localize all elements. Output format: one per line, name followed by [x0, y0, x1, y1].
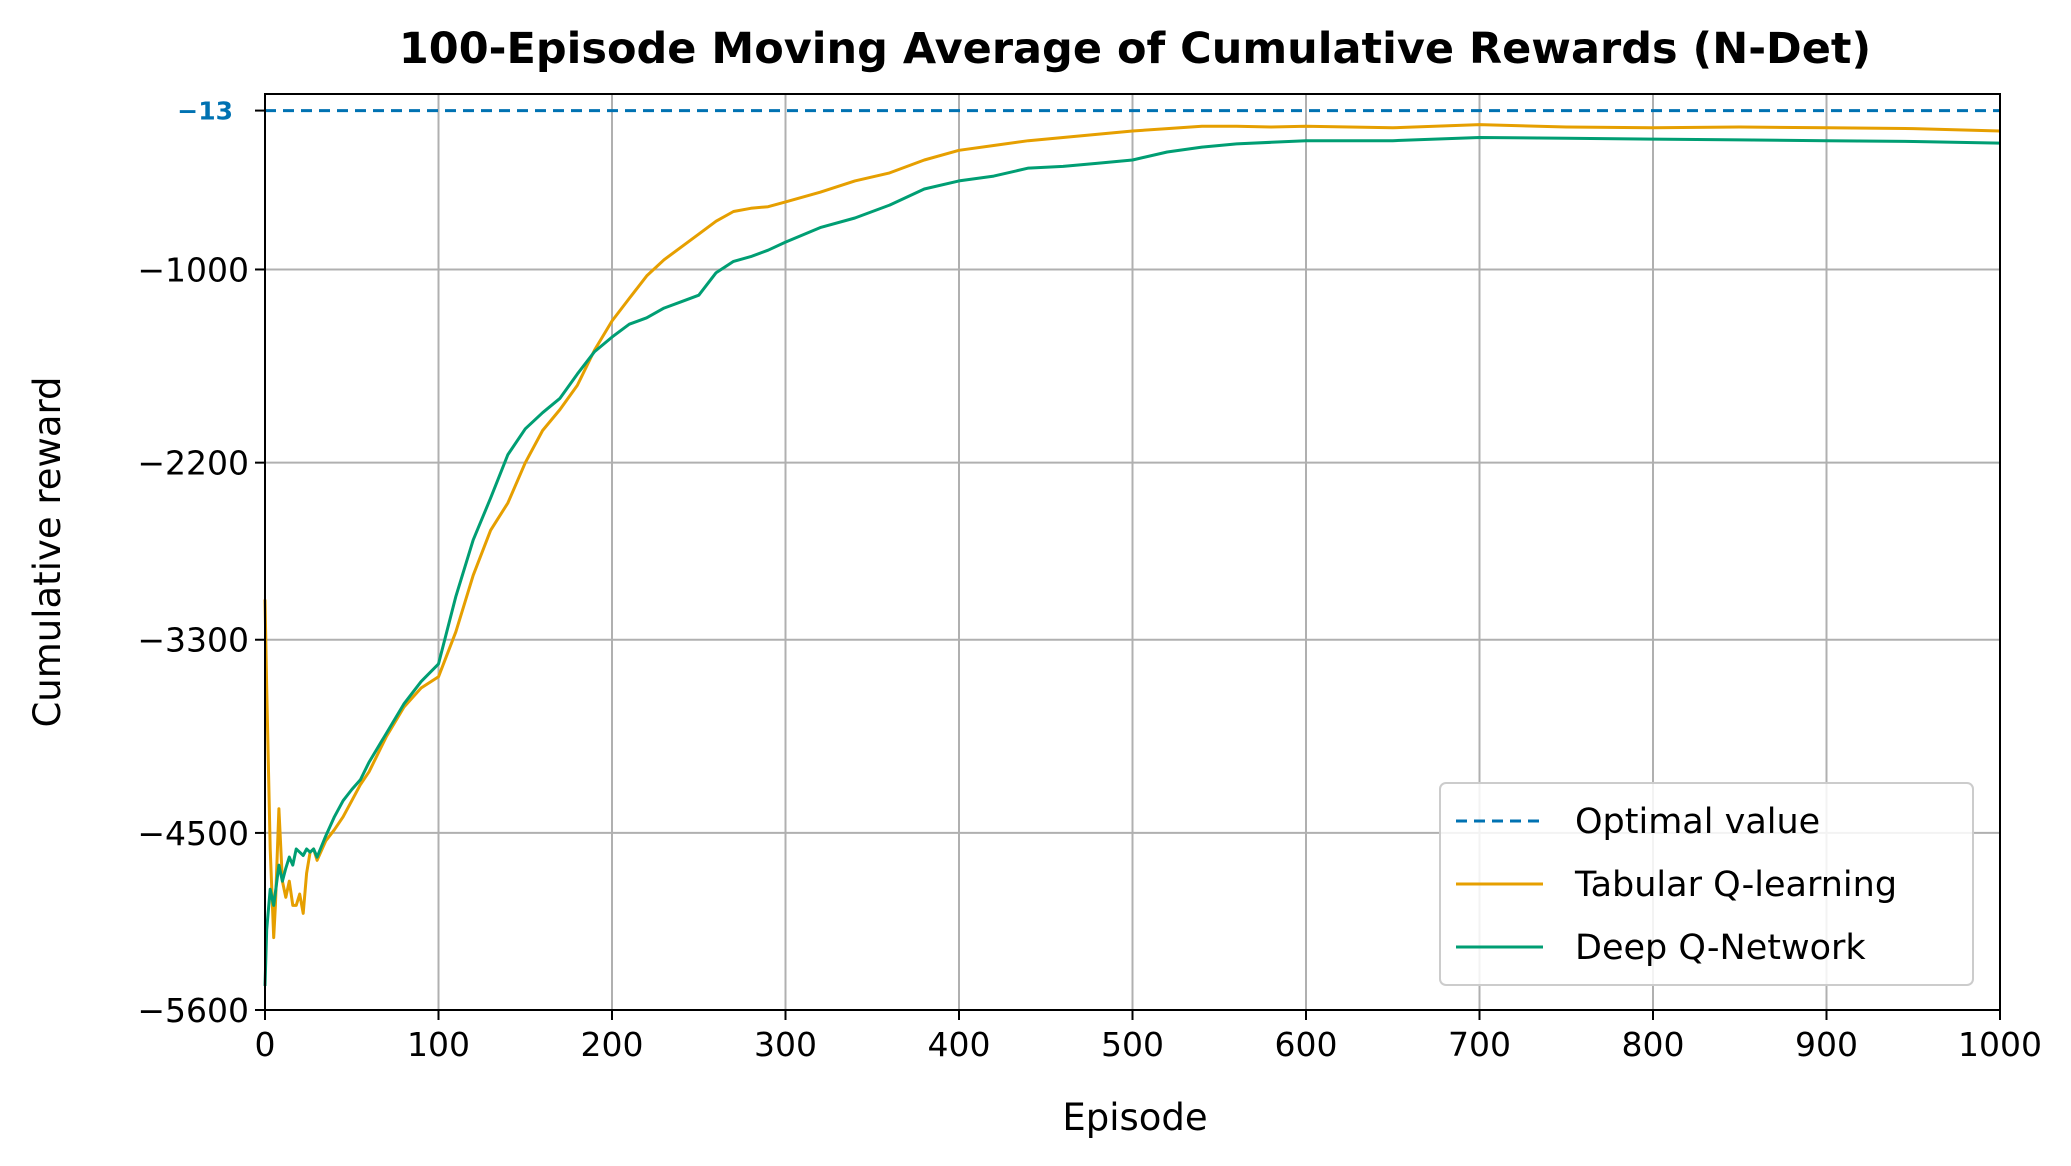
y-axis-label: Cumulative reward: [26, 376, 69, 727]
x-tick-label: 300: [754, 1025, 817, 1064]
chart-title: 100-Episode Moving Average of Cumulative…: [399, 24, 1871, 74]
y-tick-label: −2200: [137, 444, 249, 483]
legend-box: [1439, 782, 1974, 986]
x-tick-label: 600: [1275, 1025, 1338, 1064]
x-tick-label: 100: [407, 1025, 470, 1064]
y-tick-label: −4500: [137, 814, 249, 853]
x-tick-label: 800: [1622, 1025, 1685, 1064]
x-tick-label: 200: [581, 1025, 644, 1064]
y-axis-ticks: −5600 −4500 −3300 −2200 −1000: [137, 250, 265, 1030]
series-lines: [263, 123, 2001, 986]
x-axis-ticks: 0 100 200 300 400 500 600 700 800 900 1000: [255, 1010, 2042, 1064]
x-tick-label: 1000: [1958, 1025, 2042, 1064]
x-tick-label: 400: [928, 1025, 991, 1064]
legend: Optimal value Tabular Q-learning Deep Q-Ne…: [1439, 782, 1974, 986]
x-tick-label: 700: [1448, 1025, 1511, 1064]
y-tick-label: −3300: [137, 621, 249, 660]
y-tick-label: −1000: [137, 250, 249, 289]
x-tick-label: 900: [1795, 1025, 1858, 1064]
x-tick-label: 500: [1101, 1025, 1164, 1064]
series-line-1: [263, 136, 2001, 986]
series-line-0: [263, 123, 2001, 940]
legend-label: Tabular Q-learning: [1574, 865, 1897, 905]
optimal-value-tick-label: −13: [177, 97, 233, 126]
x-axis-label: Episode: [1062, 1096, 1207, 1139]
y-tick-label: −5600: [137, 991, 249, 1030]
optimal-value-line-group: −13: [177, 97, 2000, 126]
legend-label: Optimal value: [1575, 802, 1820, 842]
legend-label: Deep Q-Network: [1575, 928, 1866, 968]
x-tick-label: 0: [255, 1025, 276, 1064]
